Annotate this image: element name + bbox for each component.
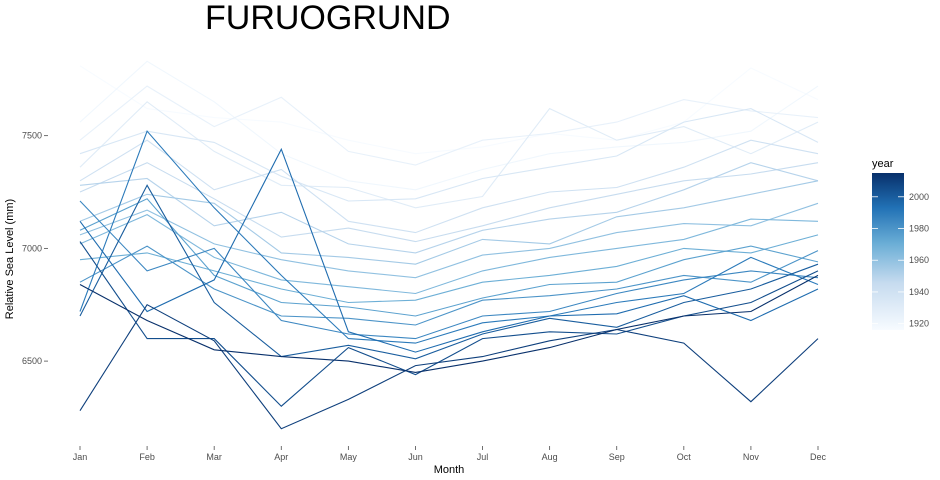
series-line xyxy=(79,213,819,295)
x-tick-label: Jan xyxy=(73,452,88,462)
series-line xyxy=(79,241,819,407)
x-tick-label: Sep xyxy=(609,452,625,462)
series-line xyxy=(79,65,819,155)
x-tick-label: Mar xyxy=(206,452,222,462)
x-tick-label: Aug xyxy=(542,452,558,462)
series-line xyxy=(79,162,819,254)
series-line xyxy=(79,108,819,202)
legend-title: year xyxy=(872,158,894,170)
legend-tick-label: 1960 xyxy=(909,255,929,265)
x-tick-label: Jul xyxy=(477,452,489,462)
x-tick-label: Nov xyxy=(743,452,760,462)
y-tick-label: 7500 xyxy=(22,131,42,141)
series-line xyxy=(79,200,819,340)
series-line xyxy=(79,184,819,360)
series-line xyxy=(79,234,819,304)
series-line xyxy=(79,60,819,191)
x-axis: Jan Feb Mar Apr May Jun Jul Aug Sep Oct Nov Dec xyxy=(73,446,827,462)
series-line xyxy=(79,85,819,166)
x-tick-label: Apr xyxy=(274,452,288,462)
x-tick-label: Jun xyxy=(408,452,423,462)
series-lines xyxy=(79,60,819,430)
x-axis-title: Month xyxy=(434,464,465,476)
series-line xyxy=(79,198,819,317)
x-tick-label: May xyxy=(340,452,358,462)
x-tick-label: Oct xyxy=(677,452,692,462)
y-tick-label: 6500 xyxy=(22,356,42,366)
legend-tick-label: 2000 xyxy=(909,192,929,202)
legend-tick-label: 1920 xyxy=(909,319,929,329)
series-line xyxy=(79,130,819,344)
legend-colorbar xyxy=(872,173,904,330)
series-line xyxy=(79,101,819,209)
y-tick-label: 7000 xyxy=(22,243,42,253)
chart-title: FURUOGRUND xyxy=(205,0,451,37)
series-line xyxy=(79,245,819,326)
legend-tick-label: 1940 xyxy=(909,287,929,297)
x-tick-label: Dec xyxy=(810,452,827,462)
series-line xyxy=(79,180,819,265)
series-line xyxy=(79,202,819,279)
x-tick-label: Feb xyxy=(139,452,155,462)
legend-tick-label: 1980 xyxy=(909,224,929,234)
series-line xyxy=(79,162,819,243)
series-line xyxy=(79,303,819,430)
series-line xyxy=(79,274,819,373)
series-line xyxy=(79,139,819,234)
y-axis-title: Relative Sea Level (mm) xyxy=(4,199,16,319)
y-axis: 6500 7000 7500 xyxy=(22,131,48,366)
legend: year 1920 1940 1960 1980 2000 xyxy=(872,158,929,330)
